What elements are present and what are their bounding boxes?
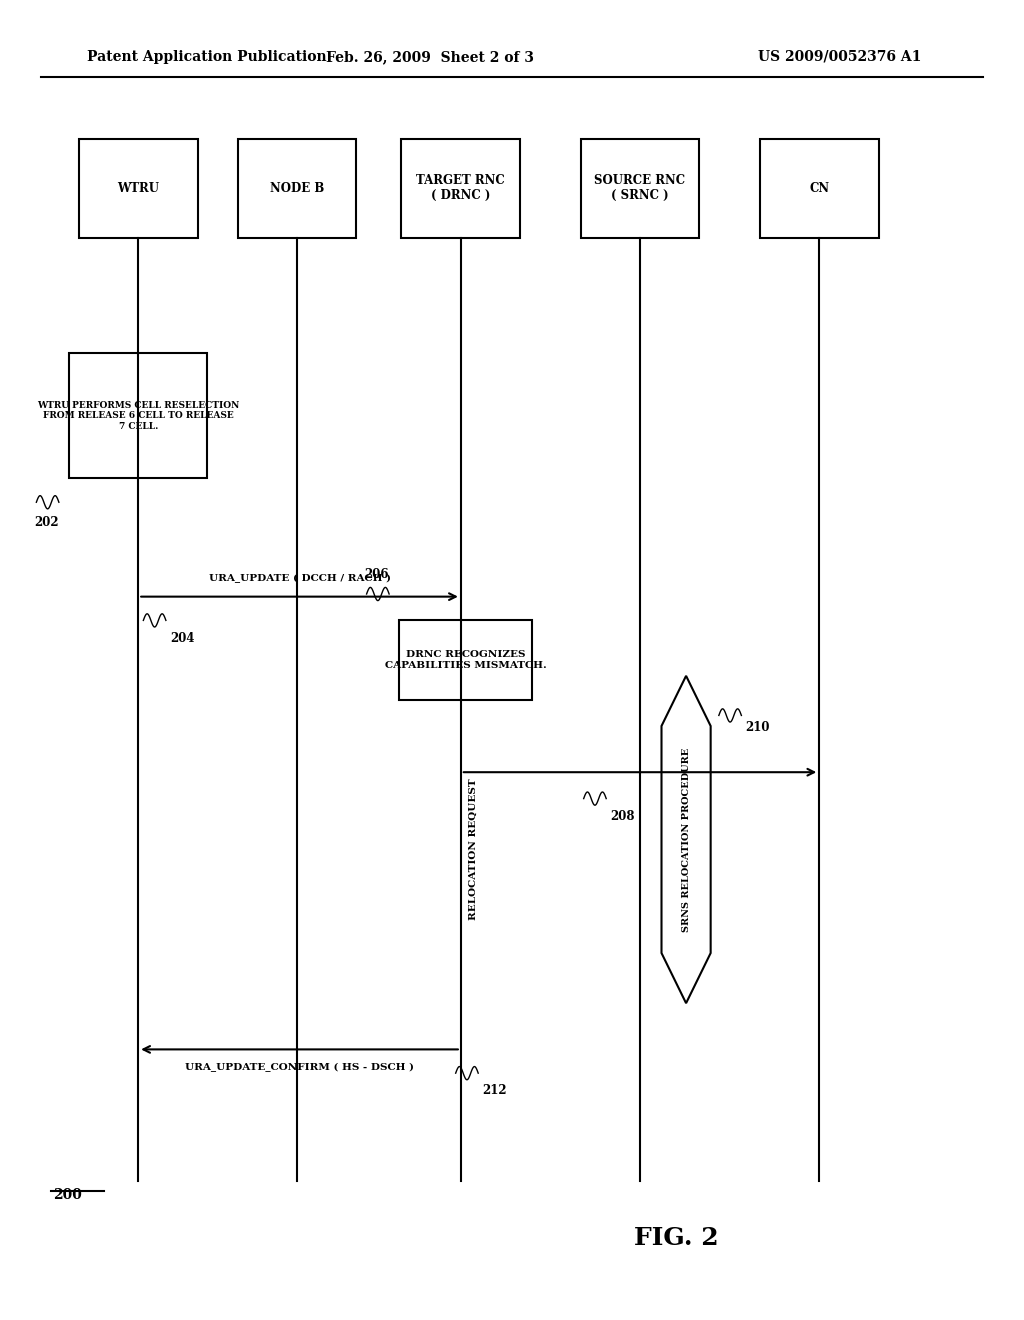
Text: WTRU PERFORMS CELL RESELECTION
FROM RELEASE 6 CELL TO RELEASE
7 CELL.: WTRU PERFORMS CELL RESELECTION FROM RELE…: [37, 401, 240, 430]
Text: 200: 200: [53, 1188, 82, 1203]
Text: SOURCE RNC
( SRNC ): SOURCE RNC ( SRNC ): [595, 174, 685, 202]
Text: TARGET RNC
( DRNC ): TARGET RNC ( DRNC ): [417, 174, 505, 202]
Text: 204: 204: [170, 631, 195, 644]
Text: RELOCATION REQUEST: RELOCATION REQUEST: [469, 779, 478, 920]
Text: 202: 202: [35, 516, 59, 529]
Polygon shape: [662, 676, 711, 1003]
Text: 210: 210: [745, 721, 770, 734]
Text: CN: CN: [809, 182, 829, 194]
Text: DRNC RECOGNIZES
CAPABILITIES MISMATCH.: DRNC RECOGNIZES CAPABILITIES MISMATCH.: [385, 651, 547, 669]
FancyBboxPatch shape: [238, 139, 356, 238]
Text: URA_UPDATE ( DCCH / RACH ): URA_UPDATE ( DCCH / RACH ): [209, 574, 390, 583]
Text: NODE B: NODE B: [270, 182, 324, 194]
Text: SRNS RELOCATION PROCEDURE: SRNS RELOCATION PROCEDURE: [682, 747, 690, 932]
Text: US 2009/0052376 A1: US 2009/0052376 A1: [758, 50, 922, 63]
Text: 206: 206: [365, 568, 389, 581]
FancyBboxPatch shape: [399, 620, 532, 700]
Text: 208: 208: [610, 809, 635, 822]
Text: FIG. 2: FIG. 2: [634, 1226, 718, 1250]
Text: 212: 212: [482, 1084, 507, 1097]
FancyBboxPatch shape: [581, 139, 699, 238]
Text: Feb. 26, 2009  Sheet 2 of 3: Feb. 26, 2009 Sheet 2 of 3: [326, 50, 535, 63]
FancyBboxPatch shape: [401, 139, 520, 238]
FancyBboxPatch shape: [70, 352, 207, 478]
Text: WTRU: WTRU: [117, 182, 160, 194]
FancyBboxPatch shape: [760, 139, 879, 238]
Text: URA_UPDATE_CONFIRM ( HS - DSCH ): URA_UPDATE_CONFIRM ( HS - DSCH ): [185, 1063, 414, 1072]
FancyBboxPatch shape: [79, 139, 198, 238]
Text: Patent Application Publication: Patent Application Publication: [87, 50, 327, 63]
